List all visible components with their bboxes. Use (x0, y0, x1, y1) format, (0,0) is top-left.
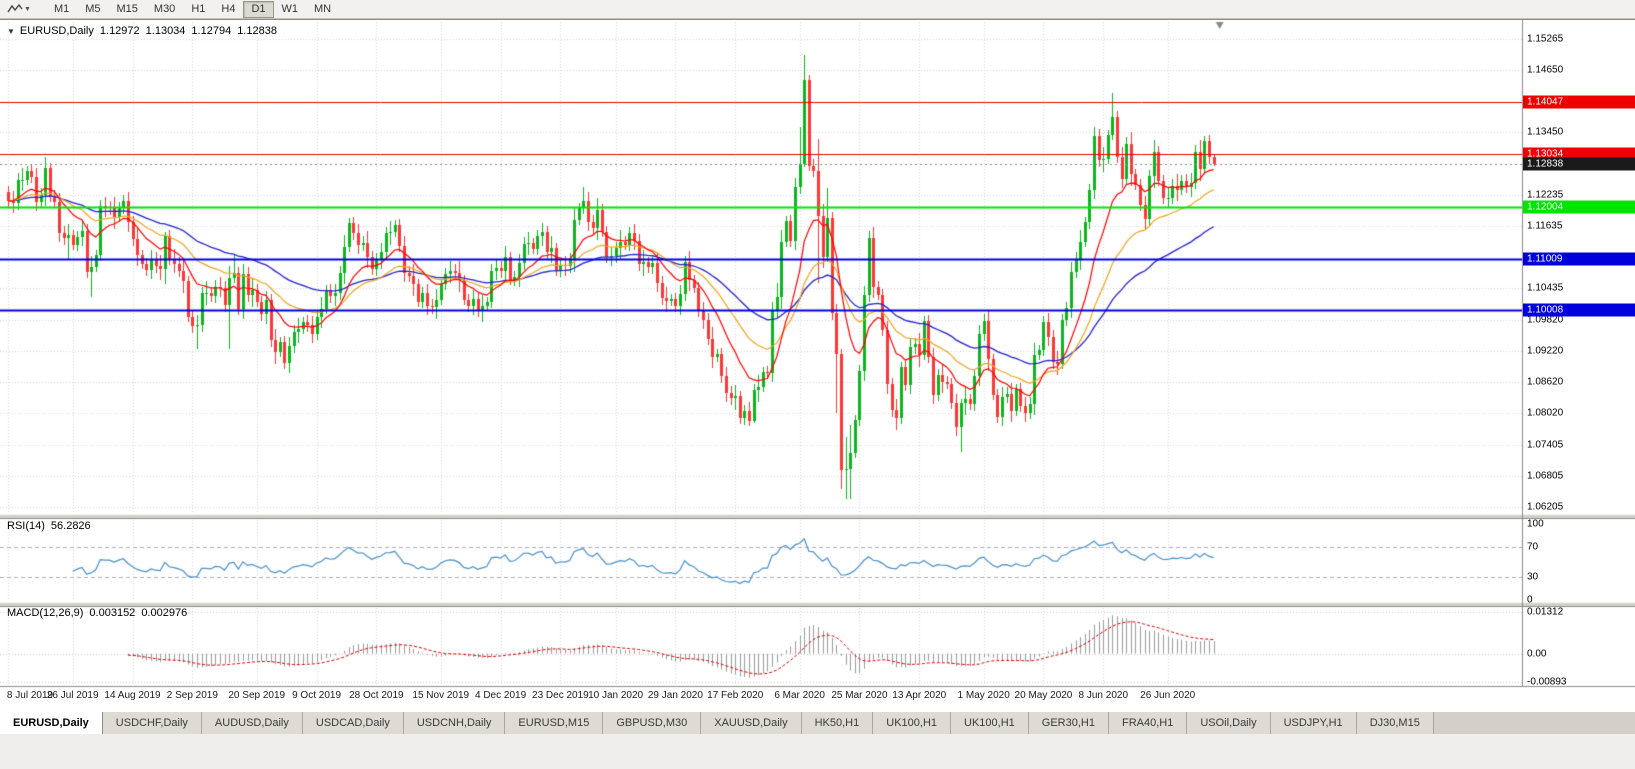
timeframe-button-MN[interactable]: MN (314, 2, 332, 15)
chart-ohlc-title: ▼ EURUSD,Daily 1.12972 1.13034 1.12794 1… (7, 25, 277, 37)
date-axis-label: 8 Jun 2020 (1078, 690, 1129, 701)
ohlc-close-value: 1.12838 (237, 25, 277, 37)
chart-tab-USDCNH-Daily[interactable]: USDCNH,Daily (403, 712, 506, 734)
price-tick-label: 1.11635 (1527, 220, 1563, 232)
price-tick-label: 1.07405 (1527, 439, 1564, 451)
ohlc-open-value: 1.12972 (99, 25, 140, 37)
timeframe-button-M5[interactable]: M5 (85, 2, 101, 15)
chart-tab-USDCHF-Daily[interactable]: USDCHF,Daily (102, 712, 202, 734)
date-axis-label: 9 Oct 2019 (292, 690, 342, 701)
macd-panel-title: MACD(12,26,9) 0.003152 0.002976 (7, 607, 187, 619)
ohlc-low-value: 1.12794 (191, 25, 232, 37)
date-axis-label: 28 Oct 2019 (349, 690, 404, 701)
price-tick-label: 1.06805 (1527, 470, 1564, 482)
timeframe-button-H4[interactable]: H4 (221, 2, 236, 15)
chart-tab-GER30-H1[interactable]: GER30,H1 (1028, 712, 1109, 734)
date-axis-label: 25 Mar 2020 (831, 690, 888, 701)
rsi-level-label: 70 (1527, 541, 1539, 553)
macd-level-label: 0.01312 (1527, 606, 1564, 618)
current-price-badge: 1.12838 (1523, 157, 1635, 171)
price-tick-label: 1.09220 (1527, 345, 1564, 357)
rsi-level-label: 0 (1527, 594, 1533, 606)
ohlc-high-value: 1.13034 (145, 25, 186, 37)
chart-tab-EURUSD-Daily[interactable]: EURUSD,Daily (0, 712, 103, 734)
timeframe-button-M1[interactable]: M1 (53, 2, 70, 15)
date-axis-label: 6 Mar 2020 (774, 690, 825, 701)
polyline-chart-icon (7, 3, 23, 13)
chart-tab-USDCAD-Daily[interactable]: USDCAD,Daily (302, 712, 404, 734)
chart-tab-UK100-H1[interactable]: UK100,H1 (951, 712, 1029, 734)
chart-tab-DJ30-M15[interactable]: DJ30,M15 (1356, 712, 1434, 734)
rsi-indicator-name: RSI(14) (7, 520, 45, 532)
macd-level-label: -0.00893 (1527, 676, 1567, 688)
date-axis-label: 20 May 2020 (1014, 690, 1073, 701)
timeframe-button-group: M1 M5 M15 M30 H1 H4 D1 W1 MN (46, 0, 339, 18)
hline-price-badge: 1.10008 (1523, 303, 1635, 317)
chart-tab-GBPUSD-M30[interactable]: GBPUSD,M30 (603, 712, 702, 734)
price-tick-label: 1.15265 (1527, 33, 1564, 45)
date-axis-label: 26 Jun 2020 (1140, 690, 1196, 701)
date-axis-label: 29 Jan 2020 (647, 690, 703, 701)
rsi-current-value: 56.2826 (50, 520, 91, 532)
macd-signal-value: 0.002976 (141, 607, 188, 619)
chart-tab-EURUSD-M15[interactable]: EURUSD,M15 (505, 712, 604, 734)
chart-type-button[interactable]: ▼ (4, 2, 34, 16)
chart-tab-AUDUSD-Daily[interactable]: AUDUSD,Daily (201, 712, 303, 734)
dropdown-caret-icon: ▼ (24, 5, 31, 13)
date-axis-label: 14 Aug 2019 (104, 690, 161, 701)
macd-indicator-name: MACD(12,26,9) (7, 607, 84, 619)
price-tick-label: 1.08020 (1527, 407, 1564, 419)
chart-tab-USOil-Daily[interactable]: USOil,Daily (1187, 712, 1271, 734)
timeframe-button-H1[interactable]: H1 (191, 2, 206, 15)
rsi-level-label: 30 (1527, 571, 1539, 583)
chart-tab-FRA40-H1[interactable]: FRA40,H1 (1108, 712, 1188, 734)
collapse-triangle-icon[interactable]: ▼ (7, 26, 15, 36)
timeframe-button-W1[interactable]: W1 (281, 2, 299, 15)
date-axis-label: 4 Dec 2019 (475, 690, 527, 701)
date-axis-label: 26 Jul 2019 (46, 690, 99, 701)
chart-tab-XAUUSD-Daily[interactable]: XAUUSD,Daily (701, 712, 802, 734)
chart-tab-USDJPY-H1[interactable]: USDJPY,H1 (1270, 712, 1357, 734)
hline-price-badge: 1.11009 (1523, 252, 1635, 266)
date-axis-label: 10 Jan 2020 (588, 690, 644, 701)
date-axis-label: 17 Feb 2020 (707, 690, 764, 701)
hline-price-badge: 1.12004 (1523, 200, 1635, 214)
timeframe-button-M15[interactable]: M15 (116, 2, 138, 15)
price-tick-label: 1.12235 (1527, 189, 1564, 201)
chart-tabs-bar: EURUSD,Daily USDCHF,Daily AUDUSD,Daily USDC… (0, 711, 1635, 734)
price-tick-label: 1.13450 (1527, 126, 1564, 138)
rsi-level-label: 100 (1527, 518, 1544, 530)
timeframe-toolbar: ▼ M1 M5 M15 M30 H1 H4 D1 W1 MN (0, 0, 1635, 19)
price-tick-label: 1.10435 (1527, 282, 1564, 294)
chart-symbol-label: EURUSD,Daily (19, 25, 94, 37)
hline-price-badge: 1.14047 (1523, 95, 1635, 109)
date-axis-label: 2 Sep 2019 (166, 690, 218, 701)
status-bar (0, 734, 1635, 769)
chart-tab-UK100-H1[interactable]: UK100,H1 (873, 712, 952, 734)
timeframe-button-D1[interactable]: D1 (243, 0, 274, 18)
date-axis-label: 13 Apr 2020 (892, 690, 947, 701)
chart-window: ▼ EURUSD,Daily 1.12972 1.13034 1.12794 1… (0, 19, 1635, 712)
macd-level-label: 0.00 (1527, 648, 1547, 660)
date-axis-label: 23 Dec 2019 (532, 690, 589, 701)
timeframe-button-M30[interactable]: M30 (153, 2, 176, 15)
price-tick-label: 1.06205 (1527, 501, 1564, 513)
date-axis-label: 8 Jul 2019 (6, 690, 54, 701)
price-tick-label: 1.09820 (1527, 314, 1564, 326)
rsi-panel-title: RSI(14) 56.2826 (7, 520, 91, 532)
chart-tab-HK50-H1[interactable]: HK50,H1 (801, 712, 874, 734)
price-tick-label: 1.14650 (1527, 64, 1564, 76)
date-axis-label: 15 Nov 2019 (412, 690, 470, 701)
hline-price-badge: 1.13034 (1523, 147, 1635, 161)
date-axis-label: 20 Sep 2019 (228, 690, 286, 701)
macd-current-value: 0.003152 (89, 607, 136, 619)
date-axis-label: 1 May 2020 (957, 690, 1010, 701)
candlestick-chart-canvas[interactable] (0, 20, 1635, 712)
price-tick-label: 1.08620 (1527, 376, 1564, 388)
